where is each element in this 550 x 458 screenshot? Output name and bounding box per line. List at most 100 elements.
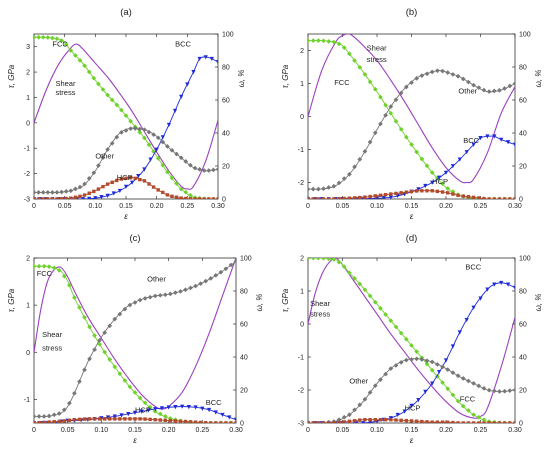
series-fcc-point <box>398 330 404 336</box>
series-other-point <box>346 171 352 177</box>
series-other-point <box>34 413 37 419</box>
series-other-point <box>178 155 184 161</box>
series-other-point <box>434 361 440 367</box>
series-other-point <box>109 140 115 146</box>
y-right-tick-label: 0 <box>519 197 523 204</box>
series-other-point <box>41 413 47 419</box>
series-hcp-point <box>373 194 377 198</box>
series-other-point <box>118 129 124 135</box>
series-fcc-point <box>455 398 461 404</box>
series-bcc-point <box>126 412 131 417</box>
series-fcc-point <box>414 149 420 155</box>
series-fcc-point <box>450 392 456 398</box>
series-fcc-point <box>107 357 113 362</box>
series-hcp-point <box>42 420 46 423</box>
series-fcc-point <box>308 258 311 261</box>
series-other-point <box>424 71 430 77</box>
series-other-point <box>388 104 394 110</box>
series-fcc-point <box>403 336 409 342</box>
series-hcp-point <box>59 197 64 199</box>
series-other-point <box>377 377 383 383</box>
series-bcc-point <box>437 175 442 180</box>
series-other-point <box>187 162 193 168</box>
series-bcc-point <box>80 197 86 199</box>
series-bcc-point <box>409 403 414 408</box>
series-fcc-point <box>460 403 466 409</box>
series-bcc-point <box>142 167 147 172</box>
series-other-point <box>183 287 188 293</box>
y-right-tick-label: 80 <box>519 65 527 72</box>
series-hcp-point <box>138 417 142 421</box>
series-fcc-point <box>92 333 98 339</box>
series-other-point <box>377 121 383 127</box>
series-other-point <box>486 89 492 94</box>
series-bcc-point <box>166 405 171 410</box>
series-hcp-point <box>142 179 147 183</box>
x-tick-label: 0.25 <box>196 427 210 434</box>
series-hcp-point <box>487 421 491 423</box>
series-other-point <box>403 84 409 90</box>
series-other-point <box>497 388 502 394</box>
series-bcc-point <box>99 195 104 199</box>
series-hcp-point <box>36 197 41 199</box>
series-fcc-point <box>114 102 120 108</box>
y-right-tick-label: 40 <box>222 131 230 138</box>
series-other-point <box>122 306 128 312</box>
x-tick-label: 0.25 <box>474 203 488 210</box>
plot-frame <box>307 257 516 424</box>
x-axis-label: ε <box>124 212 128 221</box>
series-other-point <box>56 411 62 416</box>
x-tick-label: 0.15 <box>128 427 142 434</box>
series-hcp-point <box>389 192 393 196</box>
series-other-point <box>393 363 399 368</box>
y-left-tick-label: 0 <box>26 350 30 357</box>
series-hcp-point <box>492 197 496 199</box>
x-tick-label: 0 <box>306 427 310 434</box>
series-hcp-point <box>508 197 512 199</box>
y-right-tick-label: 20 <box>240 388 248 395</box>
y-left-tick-label: -1 <box>298 147 304 154</box>
y-left-tick-label: 2 <box>26 70 30 77</box>
series-bcc-point <box>179 94 184 100</box>
series-fcc-point <box>46 264 52 270</box>
series-bcc-point <box>146 408 151 413</box>
series-bcc-point <box>506 282 511 287</box>
series-hcp-point <box>471 195 476 199</box>
series-hcp-point <box>347 419 352 423</box>
series-bcc-point <box>485 134 490 139</box>
series-hcp-point <box>133 176 137 181</box>
series-other-point <box>177 288 183 294</box>
series-other-line <box>34 127 218 193</box>
series-fcc-point <box>97 341 103 347</box>
series-other-point <box>147 294 153 300</box>
series-hcp-point <box>446 420 450 423</box>
y-right-axis-label: ω, % <box>237 70 246 88</box>
series-other-point <box>450 71 456 77</box>
series-hcp-point <box>179 196 183 199</box>
series-hcp-point <box>133 417 137 421</box>
series-hcp-point <box>101 184 105 189</box>
series-other-point <box>114 134 120 140</box>
series-fcc-point <box>160 162 166 168</box>
series-fcc-point <box>102 349 108 355</box>
series-bcc-point <box>191 70 196 75</box>
y-left-tick-label: -3 <box>24 197 30 204</box>
series-fcc-point <box>476 414 482 420</box>
series-bcc-point <box>361 421 366 423</box>
curve-label: Shear <box>367 44 388 53</box>
series-bcc-point <box>117 188 122 194</box>
series-fcc-point <box>362 287 368 293</box>
series-other-point <box>164 143 170 149</box>
series-hcp-point <box>87 191 91 195</box>
series-fcc-point <box>362 71 368 77</box>
series-other-point <box>486 387 492 393</box>
series-hcp-point <box>368 418 372 422</box>
x-tick-label: 0.15 <box>405 203 419 210</box>
series-fcc-point <box>377 94 383 100</box>
series-hcp-point <box>138 177 142 182</box>
y-left-tick-label: 2 <box>300 256 304 263</box>
series-fcc-point <box>100 87 106 92</box>
series-other-point <box>491 388 497 394</box>
series-other-point <box>228 262 234 268</box>
series-bcc-point <box>423 183 428 189</box>
